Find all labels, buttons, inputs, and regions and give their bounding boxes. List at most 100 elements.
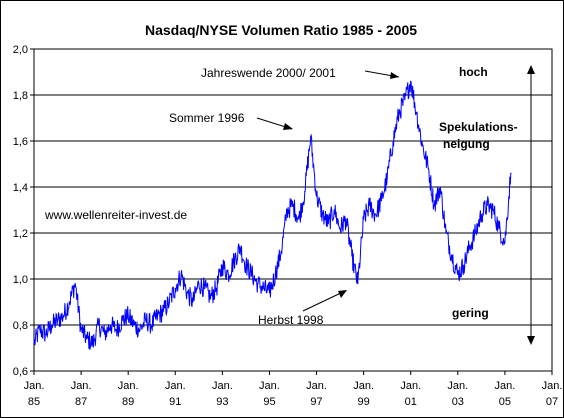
data-point [363,218,365,220]
data-point [339,227,341,229]
data-point [451,255,453,257]
x-tick-label: 97 [310,396,322,408]
data-point [51,324,53,326]
series-line [33,81,512,350]
data-point [168,301,170,303]
data-point [186,292,188,294]
data-point [215,287,218,289]
data-point [304,191,306,193]
x-tick-label: 87 [75,396,87,408]
y-tick-label: 1,2 [13,228,28,240]
data-point [262,287,265,289]
x-tick-label: Jan. [71,380,92,392]
x-tick-label: 93 [216,396,228,408]
data-point [257,283,259,285]
annotation-gering: gering [452,306,489,320]
data-point [468,246,471,248]
data-point [439,186,441,188]
x-tick-label: 91 [169,396,181,408]
annotation-website: www.wellenreiter-invest.de [44,208,187,222]
data-point [192,301,194,303]
data-point [410,80,412,82]
data-point [498,227,500,229]
x-tick-label: Jan. [400,380,421,392]
arrow-herbst-1998 [302,290,346,312]
data-point [56,319,59,321]
data-point [398,112,400,114]
data-point [374,214,377,216]
x-tick-label: 85 [28,396,40,408]
data-point [68,301,70,303]
chart-title: Nasdaq/NYSE Volumen Ratio 1985 - 2005 [145,22,417,38]
data-point [321,214,324,216]
data-point [315,195,318,197]
data-point [351,255,353,257]
data-point [121,319,123,321]
series-group [33,80,512,350]
data-point [268,292,271,294]
data-point [457,273,459,275]
data-point [310,135,312,137]
data-point [139,329,141,331]
plot-area [33,48,553,372]
x-tick-label: 07 [546,396,558,408]
data-point [227,273,229,275]
data-point [504,241,506,243]
y-tick-label: 0,8 [13,320,28,332]
data-point [486,204,488,206]
x-tick-label: 05 [499,396,511,408]
data-point [445,232,447,234]
y-tick-label: 1,4 [13,182,28,194]
x-tick-label: Jan. [24,380,45,392]
data-point [404,99,406,101]
annotation-sommer-1996: Sommer 1996 [169,111,245,125]
data-point [480,214,482,216]
data-point [45,333,47,335]
x-tick-label: Jan. [495,380,516,392]
data-point [92,342,94,344]
data-point [427,168,429,170]
data-point [39,329,41,331]
data-point [292,204,294,206]
data-point [62,315,65,317]
range-arrowhead-top [527,65,535,74]
x-tick-label: 95 [263,396,275,408]
data-point [386,177,388,179]
y-tick-label: 1,6 [13,136,28,148]
annotation-neigung: neigung [443,137,490,151]
annotation-jahreswende: Jahreswende 2000/ 2001 [201,66,336,80]
x-tick-label: Jan. [447,380,468,392]
data-point [463,264,465,266]
data-point [251,273,253,275]
data-point [86,338,88,340]
data-point [333,209,335,211]
arrowhead-sommer-1996 [283,123,293,130]
x-tick-label: 03 [452,396,464,408]
data-point [280,250,282,252]
data-point [345,218,347,220]
data-point [162,310,165,312]
annotation-herbst-1998: Herbst 1998 [258,313,324,327]
data-point [209,296,212,298]
data-point [327,223,329,225]
data-point [80,329,82,331]
data-point [174,287,176,289]
data-point [221,264,223,266]
x-tick-label: 99 [358,396,370,408]
data-point [198,283,200,285]
data-point [492,209,494,211]
data-point [127,315,129,317]
data-point [286,209,288,211]
data-point [145,319,147,321]
data-point [274,273,276,275]
data-point [368,204,371,206]
data-point [98,324,100,326]
arrowhead-jahreswende [390,72,399,79]
y-tick-label: 1,0 [13,274,28,286]
y-tick-label: 1,8 [13,90,28,102]
data-point [151,324,153,326]
x-tick-label: Jan. [212,380,233,392]
x-tick-label: Jan. [118,380,139,392]
